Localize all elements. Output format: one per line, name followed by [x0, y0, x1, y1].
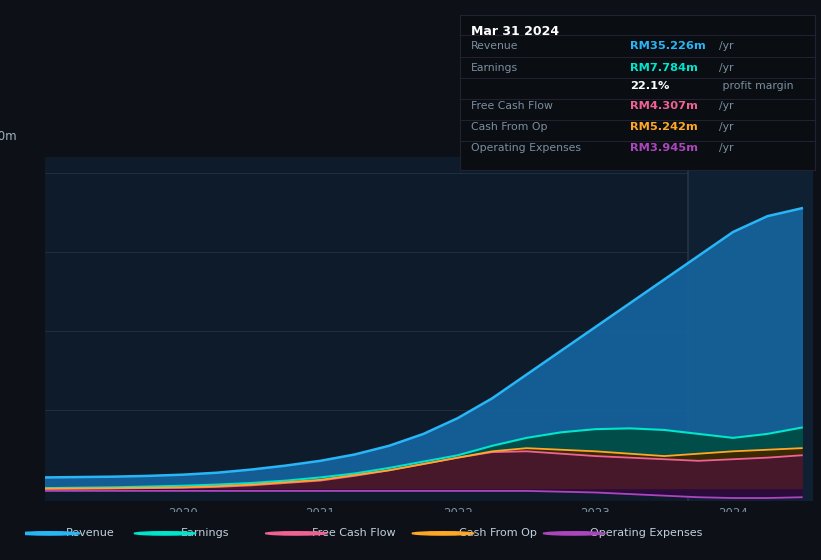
Circle shape — [134, 532, 196, 535]
Text: RM35.226m: RM35.226m — [631, 41, 706, 51]
Text: /yr: /yr — [719, 101, 734, 111]
Text: 22.1%: 22.1% — [631, 81, 670, 91]
Text: RM7.784m: RM7.784m — [631, 63, 699, 73]
Text: Cash From Op: Cash From Op — [470, 123, 547, 132]
Text: Free Cash Flow: Free Cash Flow — [313, 529, 396, 538]
Text: Free Cash Flow: Free Cash Flow — [470, 101, 553, 111]
Text: /yr: /yr — [719, 123, 734, 132]
Text: Earnings: Earnings — [470, 63, 518, 73]
Text: Mar 31 2024: Mar 31 2024 — [470, 25, 559, 38]
Circle shape — [412, 532, 474, 535]
Text: /yr: /yr — [719, 63, 734, 73]
Text: Cash From Op: Cash From Op — [459, 529, 537, 538]
Text: /yr: /yr — [719, 143, 734, 153]
Text: RM3.945m: RM3.945m — [631, 143, 699, 153]
Text: Revenue: Revenue — [66, 529, 114, 538]
Text: RM4.307m: RM4.307m — [631, 101, 699, 111]
Circle shape — [544, 532, 605, 535]
Circle shape — [18, 532, 80, 535]
Text: RM40m: RM40m — [0, 130, 17, 143]
Bar — [688, 157, 813, 501]
Text: /yr: /yr — [719, 41, 734, 51]
Text: RM5.242m: RM5.242m — [631, 123, 698, 132]
Circle shape — [265, 532, 327, 535]
Text: profit margin: profit margin — [719, 81, 794, 91]
Text: Earnings: Earnings — [181, 529, 230, 538]
Text: Revenue: Revenue — [470, 41, 518, 51]
Text: Operating Expenses: Operating Expenses — [470, 143, 580, 153]
Text: Operating Expenses: Operating Expenses — [590, 529, 703, 538]
